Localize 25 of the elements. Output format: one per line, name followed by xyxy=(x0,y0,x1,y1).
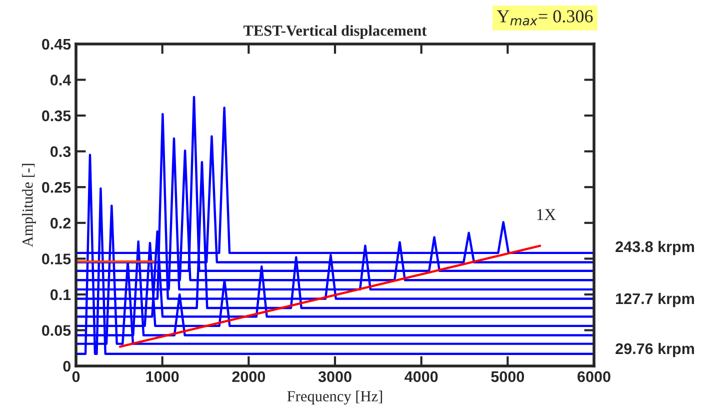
x-tick-label: 2000 xyxy=(232,371,266,382)
x-tick-label: 6000 xyxy=(578,371,610,382)
y-tick-label: 0.3 xyxy=(50,146,71,158)
y-tick-label: 0.25 xyxy=(42,182,71,193)
text: 29.76 krpm xyxy=(616,342,694,358)
text: 127.7 krpm xyxy=(616,292,694,308)
x-tick-label: 3000 xyxy=(318,371,352,382)
annotation: 1X xyxy=(537,209,556,220)
y-tick-label: 0.05 xyxy=(42,325,71,336)
y-tick-label: 0.15 xyxy=(42,254,71,264)
y-axis-title: Amplitude [-] xyxy=(22,164,36,248)
y-tick-label: 0.35 xyxy=(42,110,71,122)
y-tick-label: 0.1 xyxy=(50,289,71,300)
y-tick-label: 0.4 xyxy=(50,74,72,86)
x-tick-label: 0 xyxy=(72,371,80,382)
y-tick-label: 0.2 xyxy=(50,218,71,229)
text: Y$_{max}$= 0.306 xyxy=(496,10,593,26)
chart-title: TEST-Vertical displacement xyxy=(243,25,427,39)
y-tick-label: 0 xyxy=(63,360,71,372)
x-tick-label: 5000 xyxy=(491,371,524,382)
x-tick-label: 1000 xyxy=(146,371,179,382)
y-tick-label: 0.45 xyxy=(42,38,71,50)
x-tick-label: 4000 xyxy=(404,371,438,382)
text: 243.8 krpm xyxy=(616,240,694,256)
x-axis-title: Frequency [Hz] xyxy=(287,390,382,405)
